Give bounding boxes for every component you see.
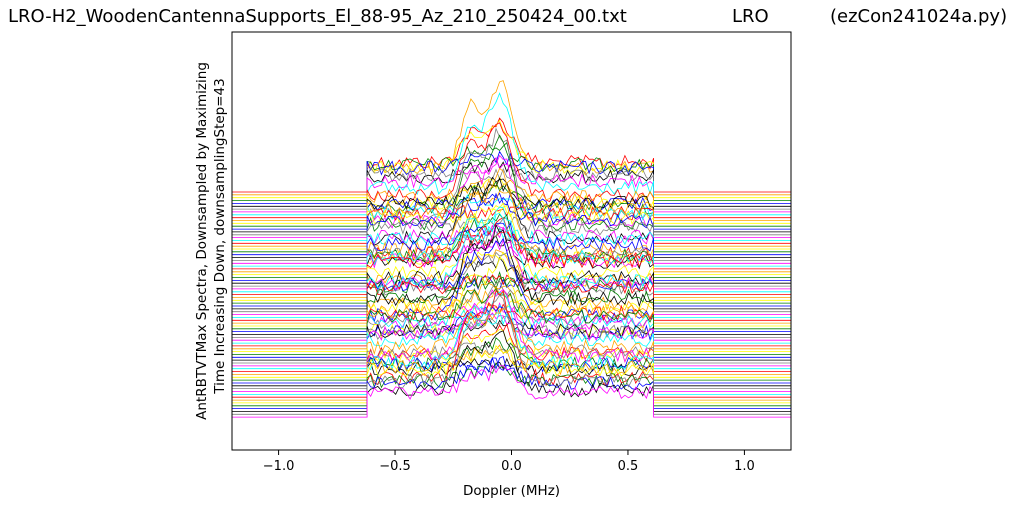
spectrum-line xyxy=(232,167,791,273)
y-axis-label-line1: AntRBTVTMax Spectra, Downsampled by Maxi… xyxy=(194,62,210,420)
spectrum-line xyxy=(232,150,791,204)
x-tick-label: 0.0 xyxy=(501,459,522,474)
spectrum-line xyxy=(232,312,791,367)
spectrum-line xyxy=(232,224,791,264)
spectrum-line xyxy=(232,134,791,253)
site-label: LRO xyxy=(732,6,769,27)
x-axis-ticks: −1.0 −0.5 0.0 0.5 1.0 xyxy=(263,450,755,474)
spectrum-line xyxy=(232,181,791,227)
chart-title: LRO-H2_WoodenCantennaSupports_El_88-95_A… xyxy=(8,6,627,27)
spectrum-line xyxy=(232,122,791,219)
spectrum-line xyxy=(232,222,791,281)
spectrum-line xyxy=(232,239,791,290)
spectrum-line xyxy=(232,190,791,247)
spectrum-line xyxy=(232,224,791,316)
spectra-series-group xyxy=(232,80,791,418)
spectrum-line xyxy=(232,328,791,378)
x-axis-label: Doppler (MHz) xyxy=(463,483,560,499)
spectrum-line xyxy=(232,291,791,395)
spectrum-line xyxy=(232,355,791,410)
x-tick-label: −1.0 xyxy=(263,459,295,474)
spectrum-line xyxy=(232,223,791,335)
x-tick-label: −0.5 xyxy=(379,459,411,474)
spectrum-line xyxy=(232,309,791,370)
spectrum-line xyxy=(232,272,791,321)
spectrum-line xyxy=(232,92,791,216)
spectrum-line xyxy=(232,119,791,199)
spectrum-line xyxy=(232,251,791,301)
x-tick-label: 0.5 xyxy=(618,459,639,474)
spectrum-line xyxy=(232,192,791,256)
spectrum-line xyxy=(232,294,791,415)
spectrum-line xyxy=(232,289,791,392)
spectrum-line xyxy=(232,362,791,407)
spectrum-line xyxy=(232,275,791,307)
y-axis-label-line2: Time Increasing Down, downsamplingStep=4… xyxy=(212,78,228,394)
program-label: (ezCon241024a.py) xyxy=(830,6,1008,27)
spectrum-line xyxy=(232,166,791,210)
spectrum-line xyxy=(232,345,791,404)
spectrum-line xyxy=(232,364,791,418)
spectrum-line xyxy=(232,303,791,347)
spectrum-line xyxy=(232,212,791,318)
x-tick-label: 1.0 xyxy=(734,459,755,474)
spectrum-line xyxy=(232,206,791,293)
spectrum-line xyxy=(232,357,791,387)
spectrum-line xyxy=(232,205,791,250)
spectrum-line xyxy=(232,237,791,333)
spectrum-line xyxy=(232,228,791,287)
spectrum-line xyxy=(232,288,791,355)
spectrum-line xyxy=(232,202,791,276)
spectrum-line xyxy=(232,175,791,224)
spectrum-line xyxy=(232,205,791,244)
spectrum-line xyxy=(232,289,791,398)
spectrum-line xyxy=(232,217,791,296)
spectrum-line xyxy=(232,285,791,350)
spectrum-line xyxy=(232,156,791,213)
spectrum-line xyxy=(232,194,791,241)
spectrum-line xyxy=(232,157,791,207)
